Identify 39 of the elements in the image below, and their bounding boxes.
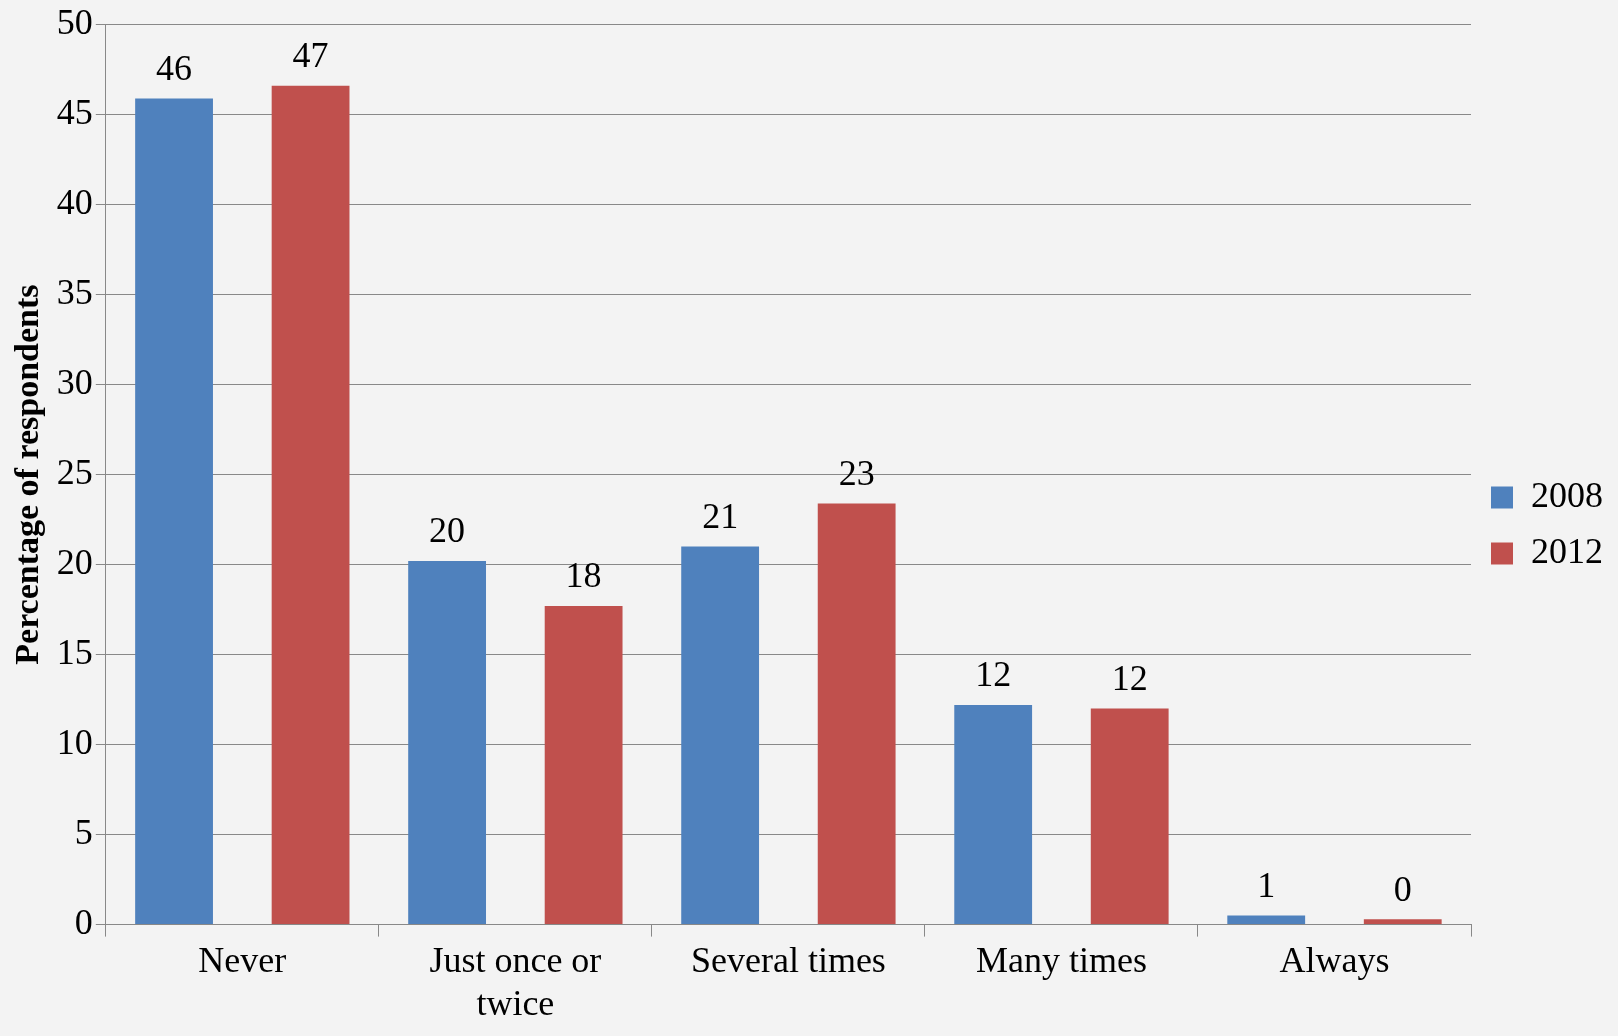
- x-tick-label: Just once or twice: [429, 939, 602, 1023]
- legend-label: 2008: [1531, 474, 1603, 515]
- bar: [1090, 708, 1169, 925]
- y-tick-label: 25: [56, 452, 93, 493]
- y-tick-label: 20: [56, 542, 93, 583]
- data-label: 0: [1393, 868, 1412, 909]
- bar: [817, 503, 896, 925]
- y-tick-label: 15: [56, 632, 93, 673]
- bar: [1227, 915, 1306, 925]
- y-tick-label: 45: [56, 92, 93, 133]
- x-tick-label: Several times: [690, 939, 886, 980]
- bar: [1363, 919, 1442, 925]
- data-label: 21: [702, 496, 739, 537]
- data-label: 1: [1257, 865, 1276, 906]
- data-label: 46: [156, 47, 193, 88]
- bar: [544, 606, 623, 925]
- y-axis-title: Percentage of respondents: [8, 284, 46, 665]
- legend-label: 2012: [1531, 530, 1603, 571]
- data-label: 12: [975, 654, 1012, 695]
- y-tick-label: 0: [74, 902, 93, 943]
- y-tick-label: 50: [56, 2, 93, 43]
- data-label: 47: [292, 35, 329, 76]
- bar: [681, 546, 760, 925]
- data-label: 12: [1111, 658, 1148, 699]
- y-tick-label: 35: [56, 272, 93, 313]
- bar: [954, 705, 1033, 925]
- bar: [271, 85, 350, 925]
- bar: [135, 98, 213, 925]
- y-tick-label: 40: [56, 182, 93, 223]
- data-label: 23: [838, 452, 875, 493]
- y-tick-label: 5: [74, 812, 93, 853]
- x-tick-label: Never: [198, 939, 287, 980]
- x-tick-label: Many times: [975, 939, 1147, 980]
- data-label: 18: [565, 555, 602, 596]
- bar: [408, 561, 487, 925]
- y-tick-label: 10: [56, 722, 93, 763]
- y-tick-label: 30: [56, 362, 93, 403]
- data-label: 20: [429, 510, 466, 551]
- x-tick-label: Always: [1279, 939, 1390, 980]
